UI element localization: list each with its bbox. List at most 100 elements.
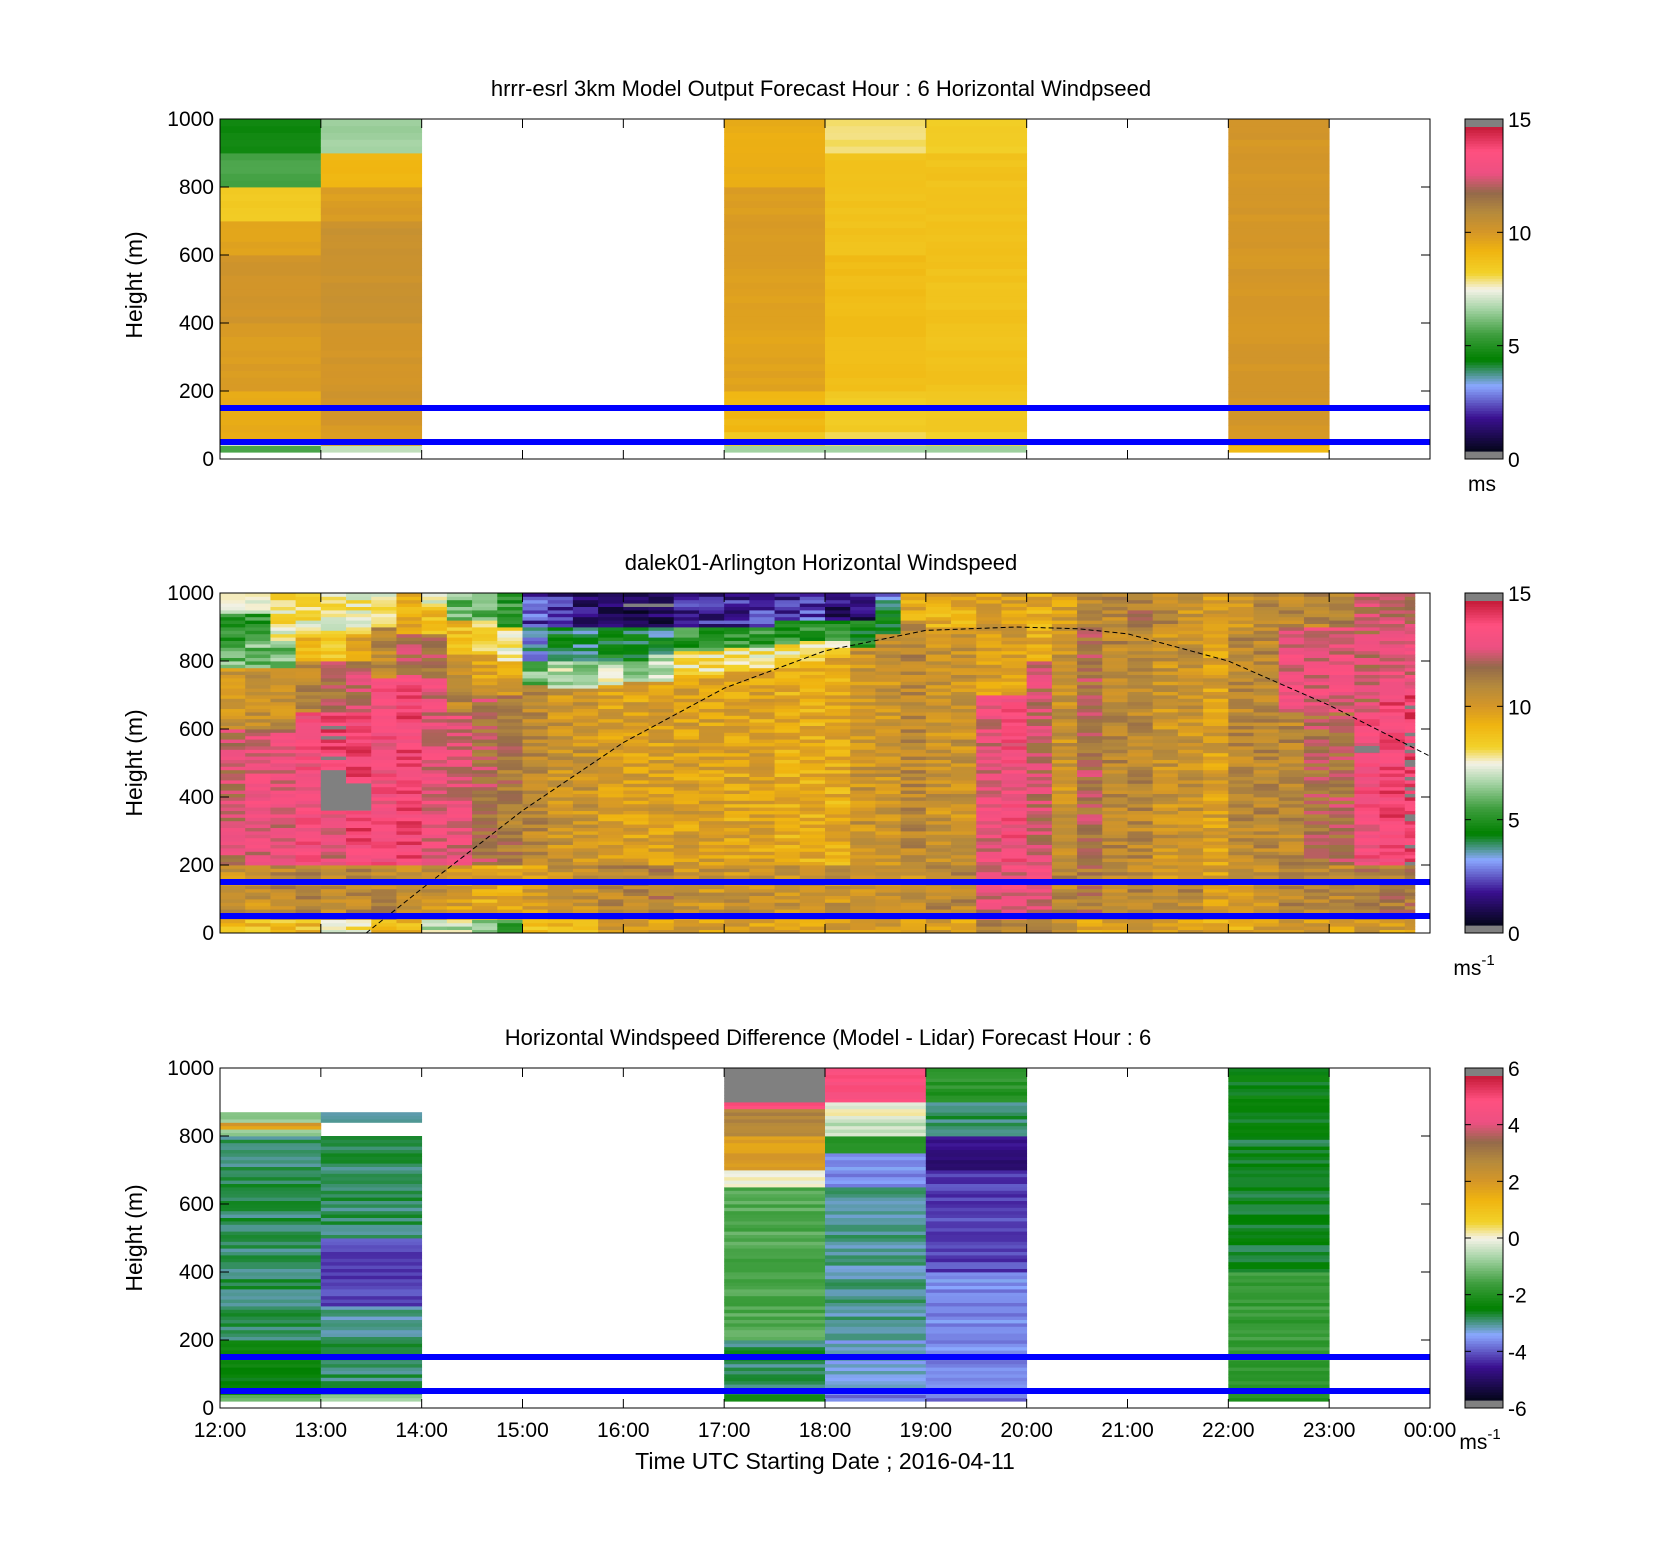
heatmap-cell-p2-c32 [1026,820,1053,825]
heatmap-cell-p2-c34 [1077,769,1103,774]
heatmap-cell-p1-c3 [825,255,927,263]
heatmap-cell-p2-c17 [648,865,675,869]
heatmap-cell-p1-c1 [320,119,423,127]
heatmap-cell-p2-c14 [572,657,599,662]
heatmap-cell-p2-c16 [623,871,649,876]
heatmap-cell-p2-c3 [295,712,322,716]
heatmap-cell-p2-c8 [421,654,448,658]
heatmap-cell-p2-c18 [673,688,700,692]
heatmap-cell-p2-c12 [522,698,549,703]
heatmap-cell-p2-c5 [346,926,372,930]
heatmap-cell-p2-c9 [446,922,473,927]
heatmap-cell-p2-c30 [976,627,1002,631]
heatmap-cell-p2-c38 [1177,616,1204,621]
heatmap-cell-p2-c18 [673,620,700,624]
heatmap-cell-p2-c18 [673,885,700,890]
heatmap-cell-p2-c9 [446,820,473,825]
heatmap-cell-p2-c20 [724,814,750,818]
heatmap-cell-p2-c43 [1303,909,1330,913]
heatmap-cell-p2-c28 [925,610,952,614]
heatmap-cell-p2-c30 [976,637,1002,641]
heatmap-cell-p2-c44 [1329,630,1355,635]
heatmap-cell-p2-c5 [346,735,372,740]
heatmap-cell-p2-c29 [951,603,977,607]
heatmap-cell-p2-c34 [1077,732,1103,737]
heatmap-cell-p2-c18 [673,623,700,628]
heatmap-cell-p2-c1 [245,803,271,808]
heatmap-cell-p2-c43 [1303,681,1330,686]
heatmap-cell-p2-c2 [270,671,297,675]
heatmap-cell-p2-c0 [220,861,246,866]
heatmap-cell-p2-c18 [673,684,700,689]
heatmap-cell-p2-c34 [1077,817,1103,822]
heatmap-cell-p2-c17 [648,810,675,815]
heatmap-cell-p2-c31 [1001,603,1028,607]
heatmap-cell-p2-c20 [724,875,750,879]
heatmap-cell-p2-c39 [1203,667,1229,672]
heatmap-cell-p2-c26 [875,786,902,791]
heatmap-cell-p2-c34 [1077,763,1103,767]
heatmap-cell-p2-c25 [850,892,876,896]
heatmap-cell-p2-c1 [245,715,271,720]
heatmap-cell-p2-c30 [976,803,1002,808]
heatmap-cell-p2-c23 [799,712,826,716]
heatmap-cell-p2-c29 [951,814,977,818]
heatmap-cell-p2-c40 [1228,776,1254,781]
heatmap-cell-p2-c18 [673,926,700,930]
heatmap-cell-p2-c44 [1329,599,1355,604]
heatmap-cell-p2-c4 [320,678,347,682]
heatmap-cell-p2-c40 [1228,596,1254,601]
heatmap-cell-p2-c40 [1228,871,1254,876]
heatmap-cell-p2-c18 [673,820,700,825]
heatmap-cell-p2-c11 [497,905,523,910]
heatmap-cell-p2-c32 [1026,732,1053,737]
heatmap-cell-p2-c26 [875,769,902,774]
heatmap-cell-p2-c37 [1152,827,1179,832]
heatmap-cell-p2-c32 [1026,797,1053,801]
heatmap-cell-p2-c36 [1127,742,1154,747]
heatmap-cell-p2-c19 [698,929,725,933]
heatmap-cell-p2-c33 [1051,868,1078,873]
heatmap-cell-p2-c0 [220,875,246,879]
heatmap-cell-p2-c8 [421,824,448,828]
heatmap-cell-p2-c22 [774,929,801,933]
heatmap-cell-p2-c43 [1303,902,1330,907]
heatmap-cell-p1-c2 [724,234,826,242]
heatmap-cell-p2-c0 [220,919,246,924]
heatmap-cell-p2-c28 [925,827,952,832]
heatmap-cell-p2-c45 [1354,800,1380,805]
heatmap-cell-p2-c39 [1203,671,1229,675]
heatmap-cell-p2-c14 [572,759,599,764]
heatmap-cell-p2-c18 [673,708,700,713]
heatmap-cell-p2-c12 [522,593,549,597]
heatmap-cell-p2-c9 [446,705,473,709]
heatmap-cell-p2-c24 [825,623,851,628]
heatmap-cell-p2-c33 [1051,620,1078,624]
heatmap-cell-p2-c38 [1177,793,1204,798]
colorbar-swatch [1465,340,1503,344]
heatmap-cell-p2-c2 [270,756,297,760]
heatmap-cell-p2-c22 [774,735,801,740]
heatmap-cell-p2-c18 [673,902,700,907]
heatmap-cell-p2-c10 [472,599,498,604]
heatmap-cell-p2-c30 [976,712,1002,716]
heatmap-cell-p2-c43 [1303,633,1330,638]
heatmap-cell-p2-c0 [220,780,246,784]
heatmap-cell-p2-c40 [1228,678,1254,682]
heatmap-cell-p2-c27 [900,661,927,665]
heatmap-cell-p2-c43 [1303,844,1330,849]
heatmap-cell-p2-c42 [1278,640,1305,645]
heatmap-cell-p2-c11 [497,834,523,839]
heatmap-cell-p2-c29 [951,613,977,618]
heatmap-cell-p2-c5 [346,824,372,828]
heatmap-cell-p2-c8 [421,814,448,818]
heatmap-cell-p2-c23 [799,746,826,750]
heatmap-cell-p1-c0 [220,255,322,263]
heatmap-cell-p2-c7 [396,844,423,849]
heatmap-cell-p2-c10 [472,763,498,767]
colorbar-swatch [1465,359,1503,363]
heatmap-cell-p1-c3 [825,187,927,195]
heatmap-cell-p2-c33 [1051,613,1078,618]
heatmap-cell-p2-c11 [497,661,523,665]
heatmap-cell-p2-c41 [1253,630,1280,635]
